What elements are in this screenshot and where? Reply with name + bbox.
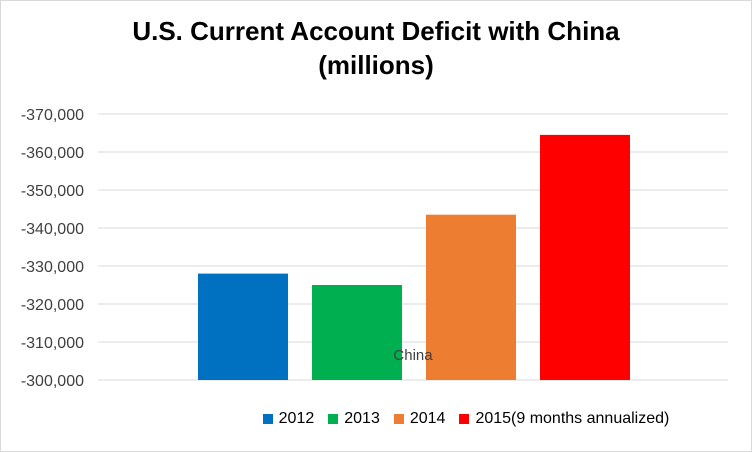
y-tick-label: -340,000 — [21, 221, 84, 238]
y-tick-label: -320,000 — [21, 297, 84, 314]
legend-swatch — [262, 414, 273, 424]
category-label: China — [393, 347, 433, 364]
legend-item-2014: 2014 — [393, 410, 446, 428]
y-tick-label: -330,000 — [21, 259, 84, 276]
y-tick-label: -300,000 — [21, 373, 84, 390]
legend-item-2015: 2015(9 months annualized) — [459, 410, 669, 428]
legend-swatch — [328, 414, 339, 424]
legend-swatch — [393, 414, 404, 424]
y-tick-label: -310,000 — [21, 335, 84, 352]
legend: 2012 2013 2014 2015(9 months annualized) — [0, 410, 752, 428]
bar-2015 — [540, 134, 630, 380]
legend-label: 2014 — [409, 410, 446, 427]
bar-2013 — [312, 285, 402, 380]
legend-label: 2015(9 months annualized) — [475, 410, 670, 427]
gridlines — [98, 113, 728, 381]
bars — [198, 134, 630, 380]
y-axis-tick-labels: -370,000 -360,000 -350,000 -340,000 -330,000… — [21, 107, 84, 390]
legend-label: 2013 — [344, 410, 380, 427]
bar-2012 — [198, 273, 288, 380]
chart-title-line-2: (millions) — [318, 50, 434, 80]
legend-label: 2012 — [278, 410, 315, 427]
y-tick-label: -360,000 — [21, 145, 84, 162]
legend-item-2013: 2013 — [328, 410, 380, 428]
legend-item-2012: 2012 — [262, 410, 315, 428]
y-tick-label: -370,000 — [21, 107, 84, 124]
chart-title: U.S. Current Account Deficit with China … — [0, 14, 752, 82]
bar-2014 — [426, 214, 516, 380]
chart-title-line-1: U.S. Current Account Deficit with China — [132, 16, 620, 46]
legend-swatch — [459, 414, 470, 424]
y-tick-label: -350,000 — [21, 183, 84, 200]
